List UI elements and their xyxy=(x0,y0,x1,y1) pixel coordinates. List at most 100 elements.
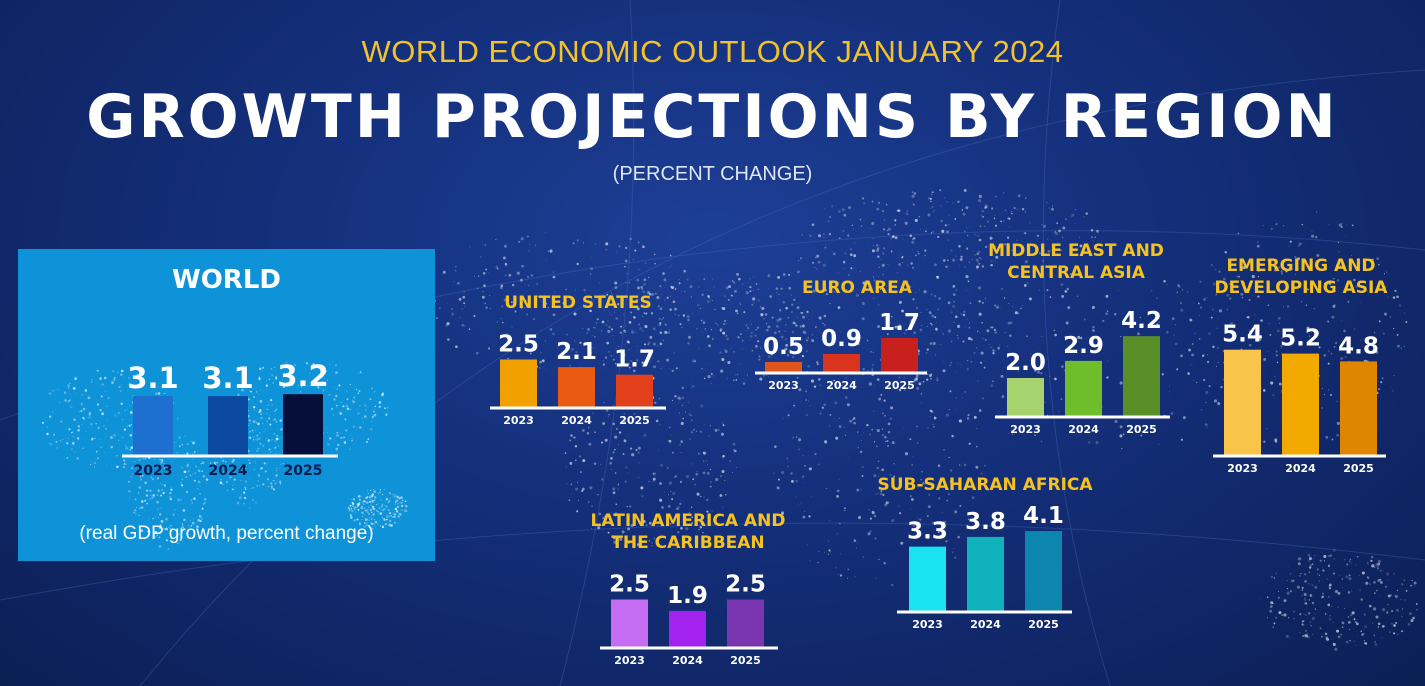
map-dot xyxy=(719,351,722,354)
map-dot xyxy=(919,289,920,291)
map-dot xyxy=(986,329,990,333)
map-dot xyxy=(688,512,690,514)
map-dot xyxy=(993,328,997,332)
map-dot xyxy=(1080,272,1082,274)
map-dot xyxy=(484,302,487,305)
map-dot xyxy=(929,197,932,200)
map-dot xyxy=(847,577,849,579)
map-dot xyxy=(906,210,909,212)
map-dot xyxy=(681,386,685,390)
map-dot xyxy=(1020,307,1022,310)
map-dot xyxy=(693,429,695,431)
map-dot xyxy=(1293,617,1295,620)
map-dot xyxy=(1215,365,1218,367)
map-dot xyxy=(1410,584,1413,587)
map-dot xyxy=(1314,608,1317,610)
map-dot xyxy=(1329,614,1331,617)
map-dot xyxy=(1373,634,1376,637)
map-dot xyxy=(894,224,897,226)
map-dot xyxy=(844,396,848,399)
map-dot xyxy=(678,282,681,285)
map-dot xyxy=(637,446,641,450)
map-dot xyxy=(667,494,670,496)
map-dot xyxy=(1340,633,1342,636)
map-dot xyxy=(690,387,692,389)
map-dot xyxy=(678,278,680,281)
map-dot xyxy=(1356,622,1359,626)
map-dot xyxy=(1304,287,1306,289)
map-dot xyxy=(891,519,895,523)
map-dot xyxy=(1203,378,1206,382)
map-dot xyxy=(957,362,959,364)
map-dot xyxy=(1011,433,1014,435)
map-dot xyxy=(1363,613,1366,616)
map-dot xyxy=(966,318,968,320)
map-dot xyxy=(792,321,796,325)
map-dot xyxy=(861,386,862,388)
map-dot xyxy=(1369,583,1371,585)
map-dot xyxy=(563,349,567,352)
map-dot xyxy=(977,234,980,237)
map-dot xyxy=(919,518,922,521)
map-dot xyxy=(1382,625,1385,628)
map-dot xyxy=(680,452,682,454)
map-dot xyxy=(975,465,979,469)
map-dot xyxy=(1307,288,1310,291)
map-dot xyxy=(580,471,582,473)
map-dot xyxy=(957,535,961,539)
map-dot xyxy=(900,200,902,202)
map-dot xyxy=(541,359,545,363)
map-dot xyxy=(1007,217,1010,220)
map-dot xyxy=(1360,630,1362,633)
map-dot xyxy=(1345,641,1349,644)
map-dot xyxy=(862,556,865,558)
map-dot xyxy=(602,422,606,425)
map-dot xyxy=(528,250,530,252)
map-dot xyxy=(1307,636,1310,639)
map-dot xyxy=(627,472,629,474)
map-dot xyxy=(655,419,659,423)
map-dot xyxy=(951,551,954,553)
map-dot xyxy=(1363,632,1365,634)
map-dot xyxy=(1393,632,1396,635)
map-dot xyxy=(696,525,698,526)
map-dot xyxy=(816,363,819,366)
map-dot xyxy=(617,488,619,490)
map-dot xyxy=(659,307,663,310)
map-dot xyxy=(613,514,617,517)
map-dot xyxy=(1180,308,1184,312)
map-dot xyxy=(866,339,869,342)
map-dot xyxy=(912,203,915,206)
map-dot xyxy=(1400,598,1402,601)
year-label-sub-saharan-2023: 2023 xyxy=(912,618,943,631)
map-dot xyxy=(652,327,656,331)
map-dot xyxy=(1307,553,1310,556)
map-dot xyxy=(1355,285,1358,288)
map-dot xyxy=(1309,564,1313,567)
map-dot xyxy=(1028,297,1032,301)
map-dot xyxy=(805,339,808,342)
map-dot xyxy=(798,260,800,262)
map-dot xyxy=(1015,360,1017,362)
map-dot xyxy=(885,203,888,206)
map-dot xyxy=(1014,311,1018,315)
map-dot xyxy=(1296,585,1300,589)
map-dot xyxy=(1305,304,1308,306)
map-dot xyxy=(1127,426,1130,429)
map-dot xyxy=(1217,347,1220,350)
map-dot xyxy=(920,393,923,395)
map-dot xyxy=(1034,434,1036,436)
map-dot xyxy=(615,539,619,543)
map-dot xyxy=(627,527,631,531)
map-dot xyxy=(547,250,550,252)
map-dot xyxy=(1218,309,1223,313)
map-dot xyxy=(749,338,751,340)
map-dot xyxy=(812,261,814,264)
map-dot xyxy=(1265,427,1268,430)
map-dot xyxy=(948,456,950,459)
map-dot xyxy=(955,289,958,292)
map-dot xyxy=(809,404,811,406)
map-dot xyxy=(1371,564,1375,568)
map-dot xyxy=(1043,224,1047,228)
